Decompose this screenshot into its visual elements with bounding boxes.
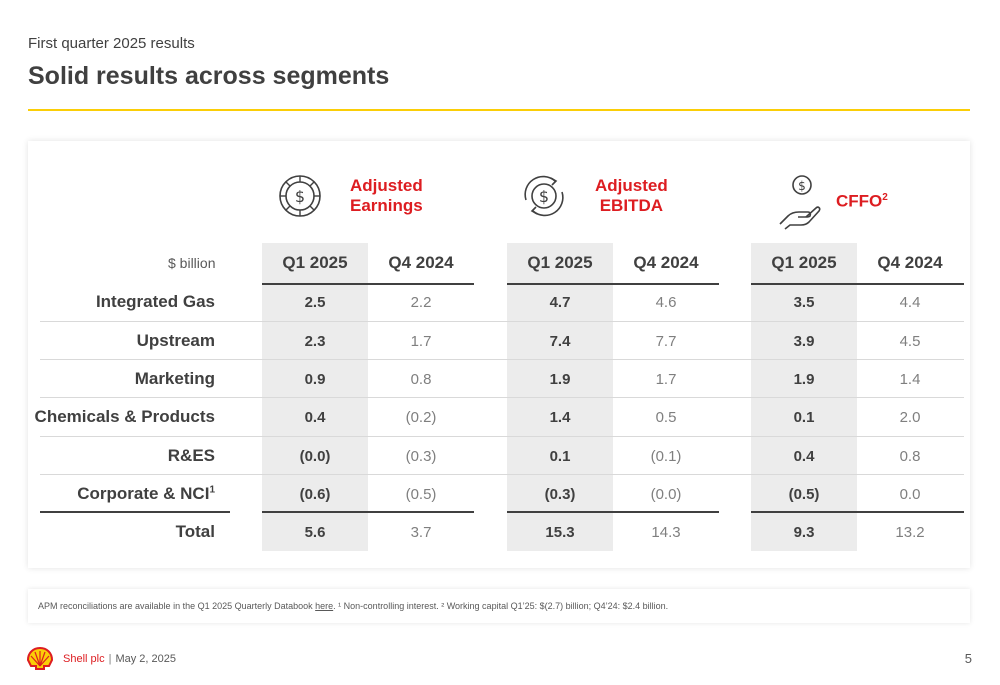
slide-subtitle: First quarter 2025 results — [28, 35, 195, 52]
category-line1: Adjusted — [595, 176, 668, 195]
col-header-ebitda-q1: Q1 2025 — [527, 253, 593, 272]
table-cell: 1.7 — [655, 371, 677, 388]
table-cell: 0.8 — [899, 448, 921, 465]
table-cell: 2.5 — [304, 294, 326, 311]
table-cell: 1.7 — [410, 333, 432, 350]
table-cell: 0.1 — [793, 409, 815, 426]
row-label-chemicals-products: Chemicals & Products — [34, 407, 215, 426]
total-rule-earnings — [262, 511, 474, 513]
svg-text:$: $ — [798, 179, 806, 193]
row-divider — [40, 397, 964, 398]
col-header-cffo-q1: Q1 2025 — [771, 253, 837, 272]
table-cell: 4.4 — [899, 294, 921, 311]
col-header-earnings-q1: Q1 2025 — [282, 253, 348, 272]
col-header-ebitda-q4: Q4 2024 — [633, 253, 699, 272]
table-cell: 7.4 — [549, 333, 571, 350]
header-rule-ebitda — [507, 283, 719, 285]
table-cell: 14.3 — [651, 524, 681, 541]
table-cell: 4.7 — [549, 294, 571, 311]
slide-title: Solid results across segments — [28, 62, 390, 90]
svg-text:$: $ — [539, 187, 549, 206]
category-adjusted-ebitda: $ Adjusted EBITDA — [519, 172, 668, 220]
table-cell: (0.2) — [405, 409, 437, 426]
total-rule-ebitda — [507, 511, 719, 513]
category-line1: Adjusted — [350, 176, 423, 195]
footnote-suffix: . ¹ Non-controlling interest. ² Working … — [333, 601, 669, 611]
table-cell: 1.9 — [549, 371, 571, 388]
row-label-total: Total — [175, 522, 215, 541]
table-cell: 9.3 — [793, 524, 815, 541]
row-label-marketing: Marketing — [134, 369, 215, 388]
hand-coin-icon: $ — [779, 175, 821, 230]
row-label-text: Corporate & NCI — [77, 484, 210, 503]
page-number: 5 — [964, 651, 972, 666]
table-cell: 15.3 — [545, 524, 575, 541]
table-cell: 3.5 — [793, 294, 815, 311]
header-rule-earnings — [262, 283, 474, 285]
dollar-cycle-icon: $ — [524, 175, 564, 217]
title-divider — [28, 109, 970, 111]
row-divider — [40, 474, 964, 475]
row-divider — [40, 436, 964, 437]
footer-text: Shell plc | May 2, 2025 — [63, 653, 176, 665]
table-cell: 0.0 — [899, 486, 921, 503]
footer-date: May 2, 2025 — [115, 653, 176, 665]
row-label-corporate-nci: Corporate & NCI1 — [77, 484, 215, 504]
table-cell: 1.4 — [549, 409, 571, 426]
table-cell: 13.2 — [895, 524, 925, 541]
footnote-card — [28, 589, 970, 623]
col-header-earnings-q4: Q4 2024 — [388, 253, 454, 272]
table-cell: 5.6 — [304, 524, 326, 541]
table-cell: 4.6 — [655, 294, 677, 311]
row-divider — [40, 359, 964, 360]
table-cell: 3.9 — [793, 333, 815, 350]
table-cell: 7.7 — [655, 333, 677, 350]
table-cell: 0.9 — [304, 371, 326, 388]
table-cell: 3.7 — [410, 524, 432, 541]
category-line2: EBITDA — [599, 196, 663, 215]
table-cell: 0.5 — [655, 409, 677, 426]
footnote-ref-2: 2 — [882, 192, 888, 204]
table-cell: 2.2 — [410, 294, 432, 311]
table-cell: (0.0) — [650, 486, 682, 503]
row-divider — [40, 321, 964, 322]
table-cell: (0.3) — [544, 486, 576, 503]
footer-company: Shell plc — [63, 653, 105, 665]
table-cell: (0.5) — [405, 486, 437, 503]
row-label-res: R&ES — [167, 446, 215, 465]
category-cffo: $ CFFO2 — [776, 172, 888, 232]
table-cell: 0.4 — [793, 448, 815, 465]
table-cell: 0.4 — [304, 409, 326, 426]
unit-label: $ billion — [168, 255, 216, 271]
total-rule-cffo — [751, 511, 964, 513]
table-cell: 1.4 — [899, 371, 921, 388]
row-label-integrated-gas: Integrated Gas — [95, 292, 215, 311]
footnote-ref-1: 1 — [209, 484, 215, 496]
dollar-coin-icon: $ — [279, 175, 321, 217]
footnote-prefix: APM reconciliations are available in the… — [38, 601, 316, 611]
total-rule-labels — [40, 511, 230, 513]
table-cell: 2.0 — [899, 409, 921, 426]
header-rule-cffo — [751, 283, 964, 285]
table-cell: (0.0) — [299, 448, 331, 465]
footer-separator: | — [108, 653, 112, 665]
category-line1: CFFO — [836, 191, 883, 211]
table-cell: (0.6) — [299, 486, 331, 503]
footnote-text: APM reconciliations are available in the… — [38, 601, 668, 611]
col-header-cffo-q4: Q4 2024 — [877, 253, 943, 272]
category-adjusted-earnings: $ Adjusted Earnings — [276, 172, 423, 220]
table-cell: 0.8 — [410, 371, 432, 388]
row-label-upstream: Upstream — [136, 331, 215, 350]
table-cell: (0.1) — [650, 448, 682, 465]
table-cell: (0.5) — [788, 486, 820, 503]
databook-link[interactable]: here — [315, 601, 334, 611]
category-line2: Earnings — [350, 196, 423, 215]
table-cell: 4.5 — [899, 333, 921, 350]
table-cell: (0.3) — [405, 448, 437, 465]
table-cell: 0.1 — [549, 448, 571, 465]
table-cell: 2.3 — [304, 333, 326, 350]
svg-text:$: $ — [295, 187, 305, 206]
table-cell: 1.9 — [793, 371, 815, 388]
shell-logo-icon — [27, 647, 53, 670]
